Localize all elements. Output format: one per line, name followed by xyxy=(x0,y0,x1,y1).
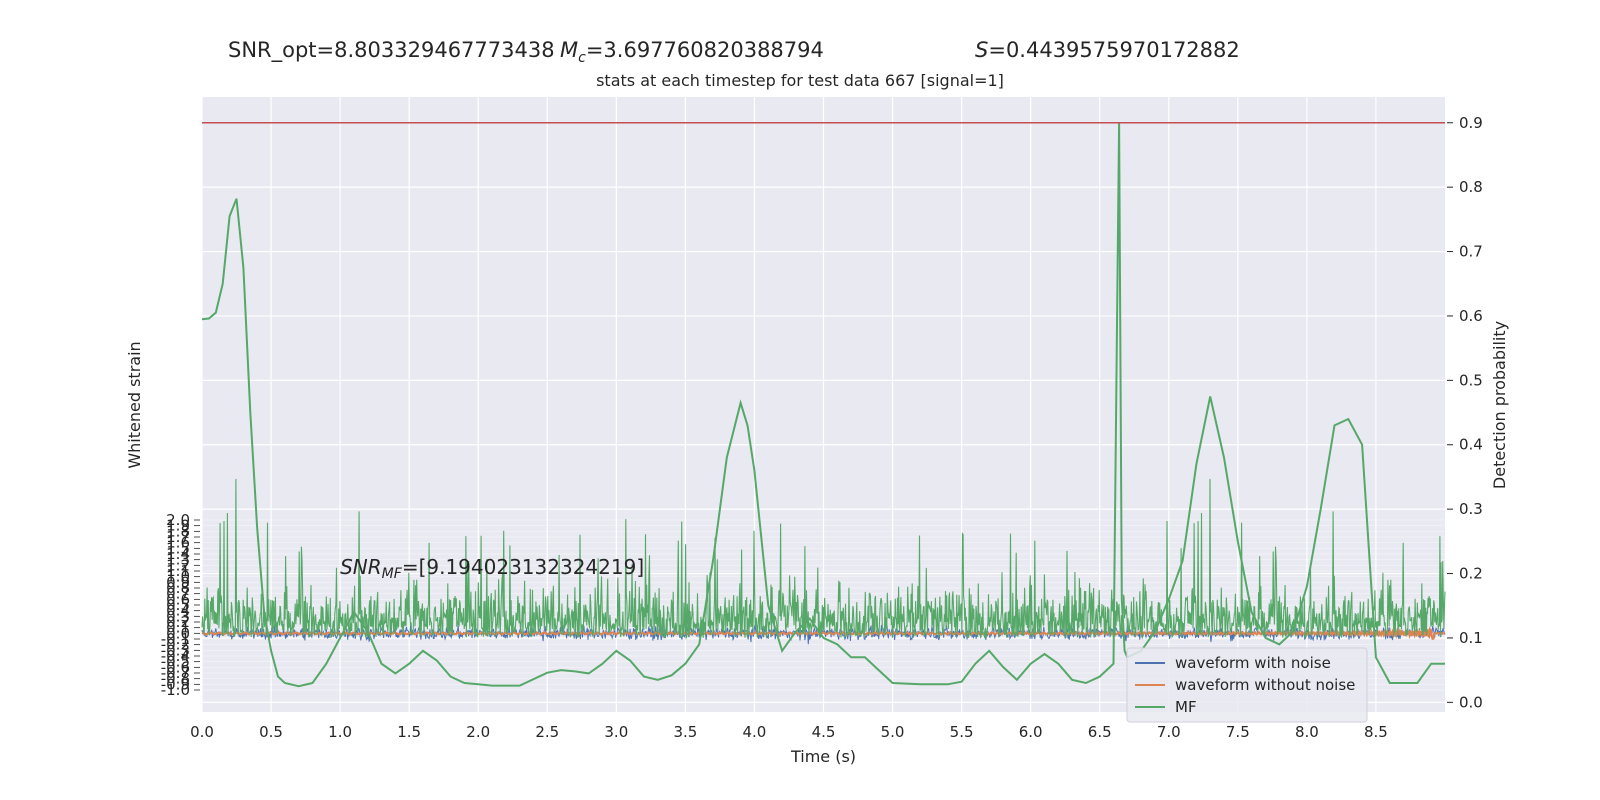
x-tick-label: 2.0 xyxy=(466,723,490,741)
right-tick-label: 0.9 xyxy=(1459,114,1483,132)
left-tick-label: 0.3 xyxy=(166,607,190,625)
left-tick-label: 0.7 xyxy=(166,585,190,603)
left-tick-label: -0.6 xyxy=(161,658,190,676)
x-tick-label: 0.5 xyxy=(259,723,283,741)
left-tick-label: 0.6 xyxy=(166,590,190,608)
right-axis-label: Detection probability xyxy=(1490,321,1509,489)
x-tick-label: 6.5 xyxy=(1088,723,1112,741)
x-tick-label: 3.5 xyxy=(673,723,697,741)
right-tick-label: 0.7 xyxy=(1459,243,1483,261)
left-tick-label: 0.9 xyxy=(166,573,190,591)
right-tick-label: 0.4 xyxy=(1459,436,1483,454)
left-tick-label: 1.0 xyxy=(166,568,190,586)
series-mf-spikes xyxy=(201,478,1446,640)
left-tick-label: 0.4 xyxy=(166,602,190,620)
right-tick-label: 0.0 xyxy=(1459,693,1483,711)
left-tick-label: 1.8 xyxy=(166,522,190,540)
left-tick-label: -0.1 xyxy=(161,630,190,648)
left-tick-label: 1.5 xyxy=(166,539,190,557)
x-tick-label: 7.5 xyxy=(1226,723,1250,741)
snr-mf-annotation: SNRMF=[9.194023132324219] xyxy=(340,555,644,582)
left-tick-label: 1.3 xyxy=(166,551,190,569)
legend-label: waveform with noise xyxy=(1175,654,1331,672)
x-tick-label: 1.5 xyxy=(397,723,421,741)
left-tick-label: -0.2 xyxy=(161,636,190,654)
series-mf xyxy=(201,122,1445,688)
left-tick-label: -0.5 xyxy=(161,653,190,671)
left-tick-label: 1.7 xyxy=(166,528,190,546)
x-axis-label: Time (s) xyxy=(790,747,856,766)
left-tick-label: 1.9 xyxy=(166,517,190,535)
right-tick-label: 0.6 xyxy=(1459,307,1483,325)
legend-box xyxy=(1126,647,1368,723)
left-tick-label: -0.7 xyxy=(161,664,190,682)
left-axis-label: Whitened strain xyxy=(125,341,144,468)
series-waveform-without-noise xyxy=(201,626,1445,640)
left-tick-label: -0.4 xyxy=(161,647,190,665)
left-tick-label: 0.1 xyxy=(166,619,190,637)
right-tick-label: 0.2 xyxy=(1459,565,1483,583)
snr-opt-label: SNR_opt=8.803329467773438 xyxy=(228,38,555,62)
left-tick-label: -1.0 xyxy=(161,681,190,699)
s-value-label: S=0.4439575970172882 xyxy=(975,38,1240,62)
x-tick-label: 5.5 xyxy=(950,723,974,741)
x-tick-label: 8.5 xyxy=(1364,723,1388,741)
right-tick-label: 0.3 xyxy=(1459,500,1483,518)
x-tick-label: 2.5 xyxy=(535,723,559,741)
x-tick-label: 7.0 xyxy=(1157,723,1181,741)
x-tick-label: 8.0 xyxy=(1295,723,1319,741)
left-tick-label: 0.5 xyxy=(166,596,190,614)
x-tick-label: 0.0 xyxy=(190,723,214,741)
legend-label: MF xyxy=(1175,698,1197,716)
left-tick-label: -0.8 xyxy=(161,670,190,688)
left-tick-label: 1.6 xyxy=(166,534,190,552)
left-tick-label: -0.9 xyxy=(161,675,190,693)
right-tick-label: 0.1 xyxy=(1459,629,1483,647)
left-tick-label: -0.3 xyxy=(161,641,190,659)
left-tick-label: 1.4 xyxy=(166,545,190,563)
x-tick-label: 4.5 xyxy=(812,723,836,741)
left-tick-label: 1.1 xyxy=(166,562,190,580)
left-tick-label: 0.2 xyxy=(166,613,190,631)
x-tick-label: 1.0 xyxy=(328,723,352,741)
left-tick-label: 2.0 xyxy=(166,511,190,529)
chirp-mass-label: Mc=3.697760820388794 xyxy=(560,38,824,67)
right-tick-label: 0.8 xyxy=(1459,178,1483,196)
right-tick-label: 0.5 xyxy=(1459,371,1483,389)
left-tick-label: 0.8 xyxy=(166,579,190,597)
chart-title: stats at each timestep for test data 667… xyxy=(596,71,1004,90)
left-tick-label: 1.2 xyxy=(166,556,190,574)
x-tick-label: 6.0 xyxy=(1019,723,1043,741)
x-tick-label: 4.0 xyxy=(743,723,767,741)
x-tick-label: 5.0 xyxy=(881,723,905,741)
legend-label: waveform without noise xyxy=(1175,676,1355,694)
left-tick-label: 0.0 xyxy=(166,624,190,642)
x-tick-label: 3.0 xyxy=(604,723,628,741)
